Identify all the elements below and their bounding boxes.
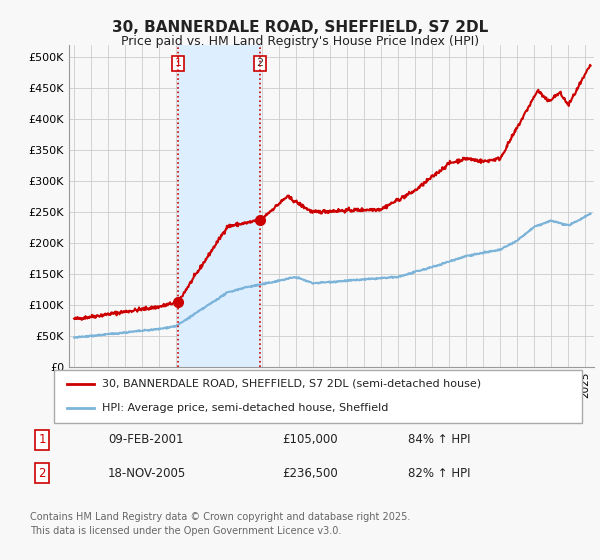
Text: 84% ↑ HPI: 84% ↑ HPI bbox=[408, 433, 470, 446]
Text: 82% ↑ HPI: 82% ↑ HPI bbox=[408, 466, 470, 480]
Text: 2: 2 bbox=[256, 58, 263, 68]
Text: 2: 2 bbox=[38, 466, 46, 480]
Text: 18-NOV-2005: 18-NOV-2005 bbox=[108, 466, 186, 480]
Text: 1: 1 bbox=[38, 433, 46, 446]
Text: 09-FEB-2001: 09-FEB-2001 bbox=[108, 433, 184, 446]
Text: Contains HM Land Registry data © Crown copyright and database right 2025.
This d: Contains HM Land Registry data © Crown c… bbox=[30, 512, 410, 536]
Bar bbox=[178, 45, 260, 367]
Text: Price paid vs. HM Land Registry's House Price Index (HPI): Price paid vs. HM Land Registry's House … bbox=[121, 35, 479, 48]
Text: £105,000: £105,000 bbox=[282, 433, 338, 446]
Text: 1: 1 bbox=[175, 58, 182, 68]
Text: 30, BANNERDALE ROAD, SHEFFIELD, S7 2DL: 30, BANNERDALE ROAD, SHEFFIELD, S7 2DL bbox=[112, 20, 488, 35]
Text: 30, BANNERDALE ROAD, SHEFFIELD, S7 2DL (semi-detached house): 30, BANNERDALE ROAD, SHEFFIELD, S7 2DL (… bbox=[101, 379, 481, 389]
FancyBboxPatch shape bbox=[54, 370, 582, 423]
Text: HPI: Average price, semi-detached house, Sheffield: HPI: Average price, semi-detached house,… bbox=[101, 403, 388, 413]
Text: £236,500: £236,500 bbox=[282, 466, 338, 480]
